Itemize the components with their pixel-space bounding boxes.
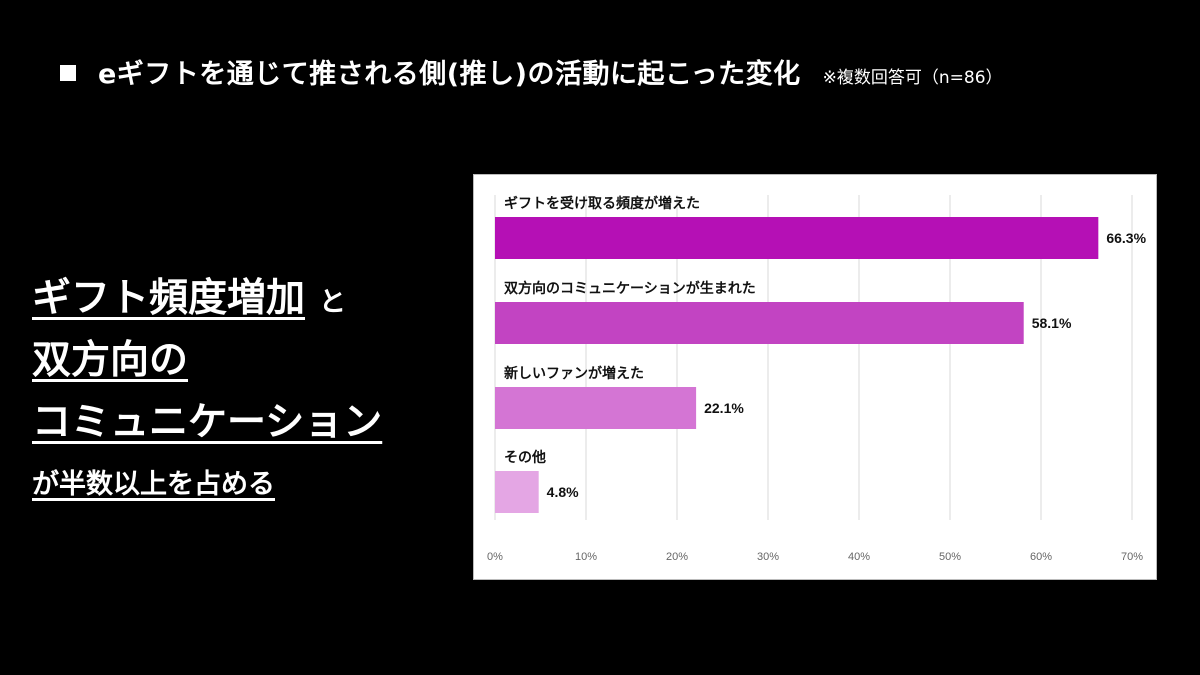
lead-line-3: コミュニケーション bbox=[32, 400, 383, 445]
page-title: eギフトを通じて推される側(推し)の活動に起こった変化 bbox=[98, 59, 801, 90]
header: eギフトを通じて推される側(推し)の活動に起こった変化 ※複数回答可（n=86） bbox=[60, 52, 1003, 91]
value-label: 66.3% bbox=[1106, 230, 1146, 246]
category-label: その他 bbox=[504, 449, 546, 466]
category-label: ギフトを受け取る頻度が増えた bbox=[504, 195, 700, 212]
bar-chart: 0% 10% 20% 30% 40% 50% 60% 70% ギフトを受け取る頻度が増えた 66.… bbox=[487, 195, 1147, 563]
chart-panel: 0% 10% 20% 30% 40% 50% 60% 70% ギフトを受け取る頻度が増えた 66.… bbox=[473, 174, 1157, 580]
lead-conjunction: と bbox=[319, 287, 347, 318]
sample-note: ※複数回答可（n=86） bbox=[822, 68, 1003, 88]
bar bbox=[495, 302, 1024, 344]
x-tick-label: 20% bbox=[666, 551, 688, 563]
lead-line-1: ギフト頻度増加と bbox=[32, 268, 382, 330]
value-label: 4.8% bbox=[547, 484, 579, 500]
lead-line-4: が半数以上を占める bbox=[32, 469, 275, 500]
lead-line-2: 双方向の bbox=[32, 338, 189, 383]
x-tick-label: 30% bbox=[757, 551, 779, 563]
bar bbox=[495, 217, 1099, 259]
x-tick-label: 50% bbox=[939, 551, 961, 563]
x-tick-label: 10% bbox=[575, 551, 597, 563]
value-label: 58.1% bbox=[1032, 315, 1072, 331]
value-label: 22.1% bbox=[704, 400, 744, 416]
x-tick-label: 0% bbox=[487, 551, 503, 563]
x-tick-label: 60% bbox=[1030, 551, 1052, 563]
bullet-square-icon bbox=[60, 65, 76, 81]
x-tick-label: 70% bbox=[1121, 551, 1143, 563]
x-tick-label: 40% bbox=[848, 551, 870, 563]
bar bbox=[495, 471, 539, 513]
bar bbox=[495, 387, 697, 429]
lead-text: ギフト頻度増加と 双方向の コミュニケーション が半数以上を占める bbox=[32, 268, 382, 501]
lead-gift-frequency: ギフト頻度増加 bbox=[32, 276, 306, 321]
category-label: 双方向のコミュニケーションが生まれた bbox=[504, 280, 756, 297]
category-label: 新しいファンが増えた bbox=[504, 365, 644, 382]
